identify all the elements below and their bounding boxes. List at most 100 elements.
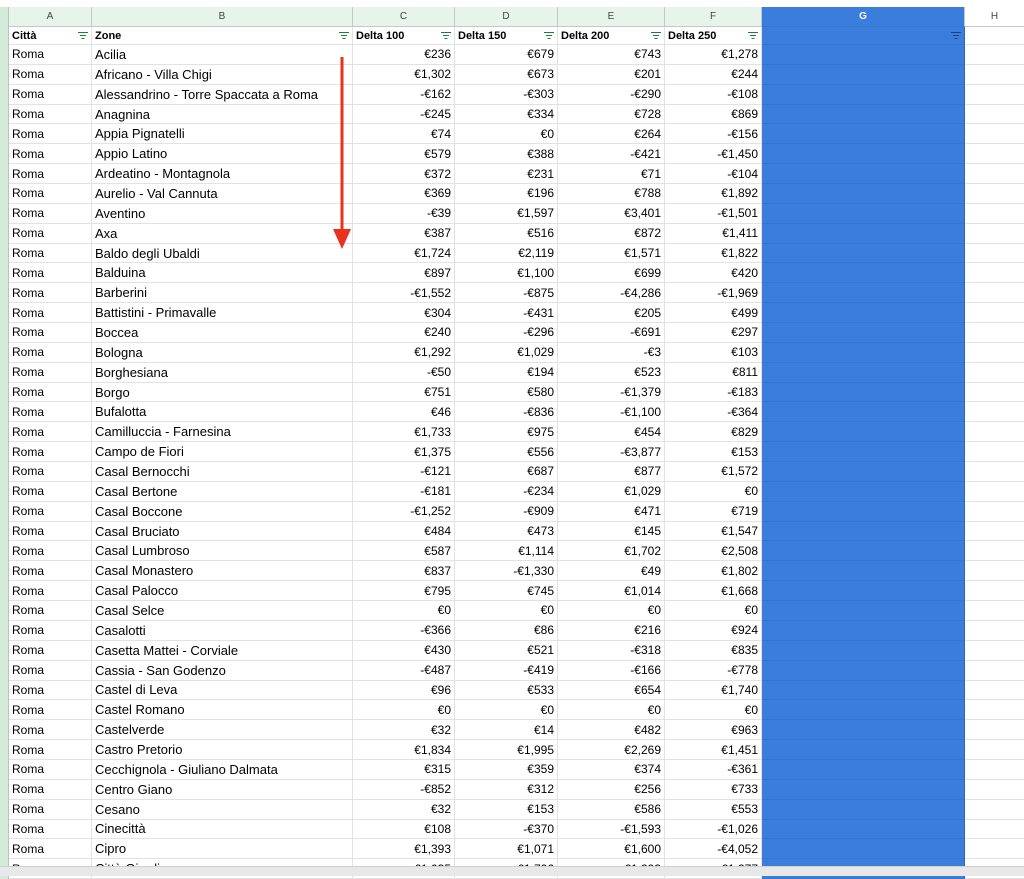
zone-cell[interactable]: Appia Pignatelli: [92, 124, 353, 145]
row-header[interactable]: [0, 223, 9, 244]
empty-cell[interactable]: [965, 621, 1024, 641]
delta-100-cell[interactable]: €484: [353, 521, 455, 542]
delta-250-cell[interactable]: €2,508: [665, 541, 762, 562]
city-cell[interactable]: Roma: [9, 382, 92, 403]
delta-200-cell[interactable]: €145: [558, 521, 665, 542]
city-cell[interactable]: Roma: [9, 660, 92, 681]
zone-cell[interactable]: Casal Bruciato: [92, 521, 353, 542]
row-header[interactable]: [0, 759, 9, 780]
delta-150-cell[interactable]: €2,119: [455, 243, 558, 264]
delta-250-cell[interactable]: €1,451: [665, 740, 762, 760]
empty-cell[interactable]: [965, 323, 1024, 343]
row-header[interactable]: [0, 700, 9, 721]
delta-100-cell[interactable]: €587: [353, 541, 455, 562]
delta-200-cell[interactable]: €256: [558, 779, 665, 800]
zone-cell[interactable]: Castelverde: [92, 720, 353, 741]
delta-100-cell[interactable]: -€162: [353, 84, 455, 105]
city-cell[interactable]: Roma: [9, 144, 92, 165]
delta-250-cell[interactable]: €829: [665, 422, 762, 443]
row-header[interactable]: [0, 323, 9, 343]
delta-150-cell[interactable]: -€303: [455, 84, 558, 105]
delta-100-cell[interactable]: €1,393: [353, 839, 455, 860]
city-cell[interactable]: Roma: [9, 64, 92, 85]
filter-icon[interactable]: [544, 31, 554, 40]
selected-cell[interactable]: [762, 164, 965, 185]
delta-200-cell[interactable]: -€1,100: [558, 402, 665, 423]
zone-cell[interactable]: Centro Giano: [92, 779, 353, 800]
row-header[interactable]: [0, 84, 9, 105]
delta-250-cell[interactable]: €924: [665, 620, 762, 641]
row-header[interactable]: [0, 462, 9, 482]
delta-150-cell[interactable]: -€909: [455, 501, 558, 522]
column-header-b[interactable]: B: [92, 7, 353, 27]
delta-200-cell[interactable]: €1,702: [558, 541, 665, 562]
column-header-h[interactable]: H: [965, 7, 1024, 27]
delta-250-cell[interactable]: €719: [665, 501, 762, 522]
selected-cell[interactable]: [762, 362, 965, 383]
zone-cell[interactable]: Casal Bernocchi: [92, 462, 353, 482]
selected-cell[interactable]: [762, 283, 965, 304]
city-cell[interactable]: Roma: [9, 581, 92, 602]
delta-150-cell[interactable]: €194: [455, 362, 558, 383]
delta-250-cell[interactable]: €1,547: [665, 521, 762, 542]
selected-cell[interactable]: [762, 759, 965, 780]
delta-200-cell[interactable]: €1,571: [558, 243, 665, 264]
filter-icon[interactable]: [951, 31, 961, 40]
empty-cell[interactable]: [965, 502, 1024, 522]
delta-250-cell[interactable]: €1,822: [665, 243, 762, 264]
zone-cell[interactable]: Castro Pretorio: [92, 740, 353, 760]
zone-cell[interactable]: Casal Monastero: [92, 561, 353, 582]
row-header[interactable]: [0, 283, 9, 304]
delta-250-cell[interactable]: €1,572: [665, 462, 762, 482]
city-cell[interactable]: Roma: [9, 620, 92, 641]
delta-200-cell[interactable]: €523: [558, 362, 665, 383]
city-cell[interactable]: Roma: [9, 640, 92, 661]
selected-cell[interactable]: [762, 740, 965, 760]
delta-100-cell[interactable]: -€1,552: [353, 283, 455, 304]
empty-cell[interactable]: [965, 303, 1024, 324]
zone-cell[interactable]: Bologna: [92, 342, 353, 363]
delta-150-cell[interactable]: -€1,330: [455, 561, 558, 582]
filter-icon[interactable]: [651, 31, 661, 40]
delta-200-cell[interactable]: €872: [558, 223, 665, 244]
delta-100-cell[interactable]: €897: [353, 263, 455, 284]
delta-250-cell[interactable]: -€778: [665, 660, 762, 681]
zone-cell[interactable]: Castel di Leva: [92, 680, 353, 701]
delta-100-cell[interactable]: €1,375: [353, 442, 455, 463]
horizontal-scrollbar[interactable]: [0, 866, 1024, 876]
delta-100-cell[interactable]: €1,733: [353, 422, 455, 443]
city-cell[interactable]: Roma: [9, 45, 92, 65]
selected-cell[interactable]: [762, 640, 965, 661]
city-cell[interactable]: Roma: [9, 759, 92, 780]
delta-200-cell[interactable]: -€3: [558, 342, 665, 363]
city-cell[interactable]: Roma: [9, 124, 92, 145]
delta-150-cell[interactable]: €359: [455, 759, 558, 780]
delta-250-cell[interactable]: €297: [665, 323, 762, 343]
city-cell[interactable]: Roma: [9, 243, 92, 264]
empty-cell[interactable]: [965, 422, 1024, 443]
row-header[interactable]: [0, 680, 9, 701]
delta-100-cell[interactable]: €240: [353, 323, 455, 343]
delta-200-cell[interactable]: €1,600: [558, 839, 665, 860]
empty-cell[interactable]: [965, 383, 1024, 403]
city-cell[interactable]: Roma: [9, 561, 92, 582]
empty-cell[interactable]: [965, 681, 1024, 701]
city-cell[interactable]: Roma: [9, 84, 92, 105]
empty-cell[interactable]: [965, 740, 1024, 760]
selected-cell[interactable]: [762, 124, 965, 145]
delta-250-cell[interactable]: €244: [665, 64, 762, 85]
selected-cell[interactable]: [762, 660, 965, 681]
delta-100-cell[interactable]: €236: [353, 45, 455, 65]
empty-cell[interactable]: [965, 105, 1024, 125]
zone-cell[interactable]: Casal Palocco: [92, 581, 353, 602]
city-cell[interactable]: Roma: [9, 342, 92, 363]
delta-200-cell[interactable]: €374: [558, 759, 665, 780]
empty-cell[interactable]: [965, 244, 1024, 264]
selected-cell[interactable]: [762, 561, 965, 582]
filter-icon[interactable]: [78, 31, 88, 40]
delta-150-cell[interactable]: €1,029: [455, 342, 558, 363]
filter-icon[interactable]: [441, 31, 451, 40]
delta-100-cell[interactable]: -€1,252: [353, 501, 455, 522]
row-header[interactable]: [0, 203, 9, 224]
delta-250-cell[interactable]: €963: [665, 720, 762, 741]
